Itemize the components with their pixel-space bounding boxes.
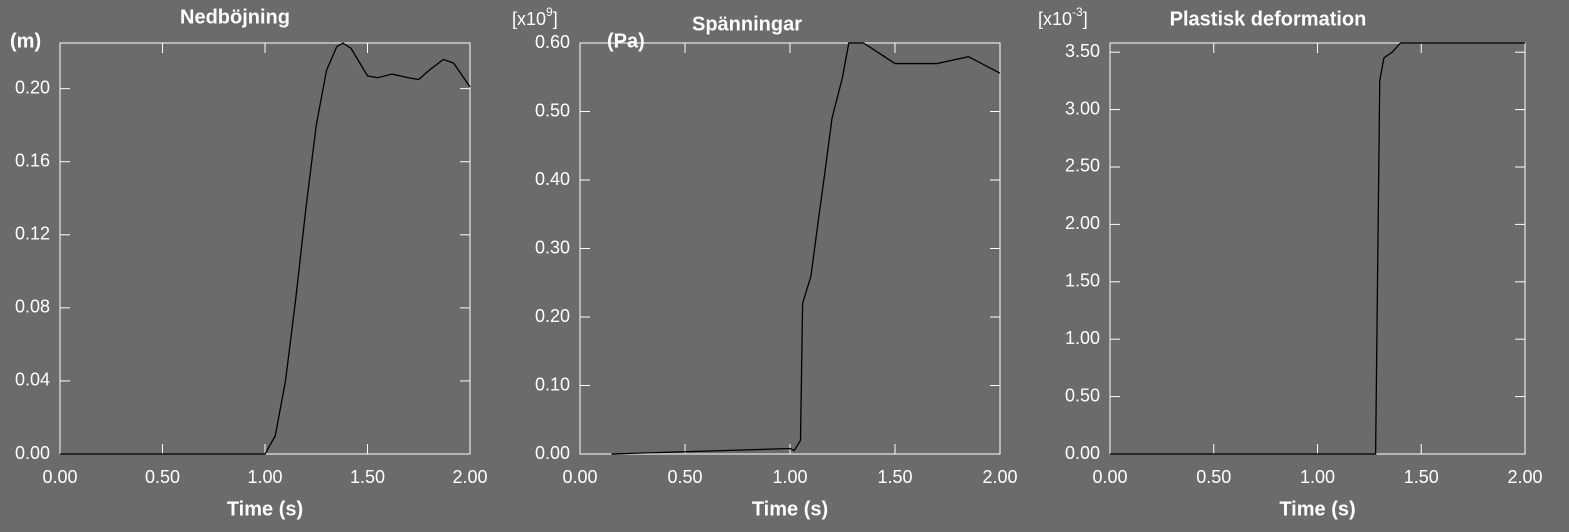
- x-tick-label: 2.00: [452, 467, 487, 487]
- data-line: [60, 42, 471, 455]
- multiplier-text: [x10: [1038, 9, 1072, 29]
- y-tick-label: 3.50: [1065, 41, 1100, 61]
- y-tick-label: 0.00: [1065, 443, 1100, 463]
- chart-title: Plastisk deformation: [1170, 8, 1367, 30]
- x-tick-label: 0.50: [667, 467, 702, 487]
- y-tick-label: 0.60: [535, 32, 570, 52]
- multiplier-text: ]: [1083, 9, 1088, 29]
- x-tick-label: 1.50: [1404, 467, 1439, 487]
- x-tick-label: 1.50: [877, 467, 912, 487]
- x-tick-label: 2.00: [982, 467, 1017, 487]
- y-tick-label: 0.16: [15, 150, 50, 170]
- y-tick-label: 0.08: [15, 297, 50, 317]
- chart-title: Spänningar: [692, 13, 802, 35]
- y-tick-label: 0.20: [535, 306, 570, 326]
- multiplier-exponent: 9: [546, 5, 553, 19]
- plot-frame: [1109, 42, 1526, 455]
- y-tick-label: 2.00: [1065, 213, 1100, 233]
- x-axis-label: Time (s): [227, 498, 303, 520]
- y-tick-label: 0.10: [535, 374, 570, 394]
- x-tick-label: 2.00: [1507, 467, 1542, 487]
- plot-frame: [59, 42, 471, 455]
- y-multiplier: [x109]: [512, 5, 558, 29]
- x-tick-label: 0.00: [562, 467, 597, 487]
- y-tick-label: 0.30: [535, 237, 570, 257]
- x-axis-label: Time (s): [1279, 498, 1355, 520]
- y-tick-label: 1.50: [1065, 271, 1100, 291]
- y-tick-label: 0.20: [15, 77, 50, 97]
- x-tick-label: 1.00: [1300, 467, 1335, 487]
- data-line: [1110, 42, 1525, 455]
- x-tick-label: 1.00: [772, 467, 807, 487]
- y-tick-label: 1.00: [1065, 328, 1100, 348]
- y-tick-label: 0.00: [535, 443, 570, 463]
- x-tick-label: 0.00: [1092, 467, 1127, 487]
- y-tick-label: 0.00: [15, 443, 50, 463]
- y-tick-label: 3.00: [1065, 98, 1100, 118]
- x-tick-label: 1.00: [247, 467, 282, 487]
- y-tick-label: 0.50: [1065, 385, 1100, 405]
- x-tick-label: 0.50: [145, 467, 180, 487]
- multiplier-text: ]: [553, 9, 558, 29]
- y-tick-label: 0.04: [15, 370, 50, 390]
- y-multiplier: [x10-3]: [1038, 5, 1088, 29]
- data-line: [611, 42, 1001, 455]
- y-tick-label: 2.50: [1065, 156, 1100, 176]
- multiplier-text: [x10: [512, 9, 546, 29]
- x-tick-label: 1.50: [350, 467, 385, 487]
- y-unit: (Pa): [607, 30, 645, 52]
- y-tick-label: 0.12: [15, 224, 50, 244]
- x-tick-label: 0.50: [1196, 467, 1231, 487]
- chart-title: Nedböjning: [180, 6, 290, 28]
- y-unit: (m): [10, 30, 41, 52]
- x-axis-label: Time (s): [752, 498, 828, 520]
- x-tick-label: 0.00: [42, 467, 77, 487]
- y-tick-label: 0.40: [535, 169, 570, 189]
- plot-frame: [579, 42, 1001, 455]
- y-tick-label: 0.50: [535, 100, 570, 120]
- multiplier-exponent: -3: [1072, 5, 1083, 19]
